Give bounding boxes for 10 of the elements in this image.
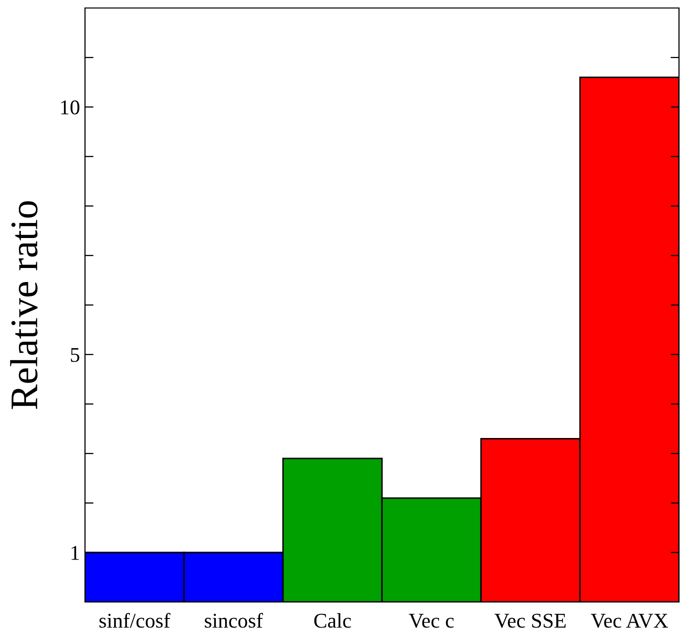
y-axis-title: Relative ratio xyxy=(10,201,38,410)
x-tick-label: Vec SSE xyxy=(494,614,566,628)
x-tick-label: Calc xyxy=(314,613,351,628)
y-tick-label: 1 xyxy=(72,546,79,560)
x-tick-label: sincosf xyxy=(204,612,264,628)
y-tick-label: 5 xyxy=(70,348,80,362)
y-tick-label: 10 xyxy=(61,100,80,114)
x-tick-label: sinf/cosf xyxy=(99,612,170,628)
x-tick-label: Vec AVX xyxy=(590,614,668,628)
x-tick-label: Vec c xyxy=(408,614,454,628)
